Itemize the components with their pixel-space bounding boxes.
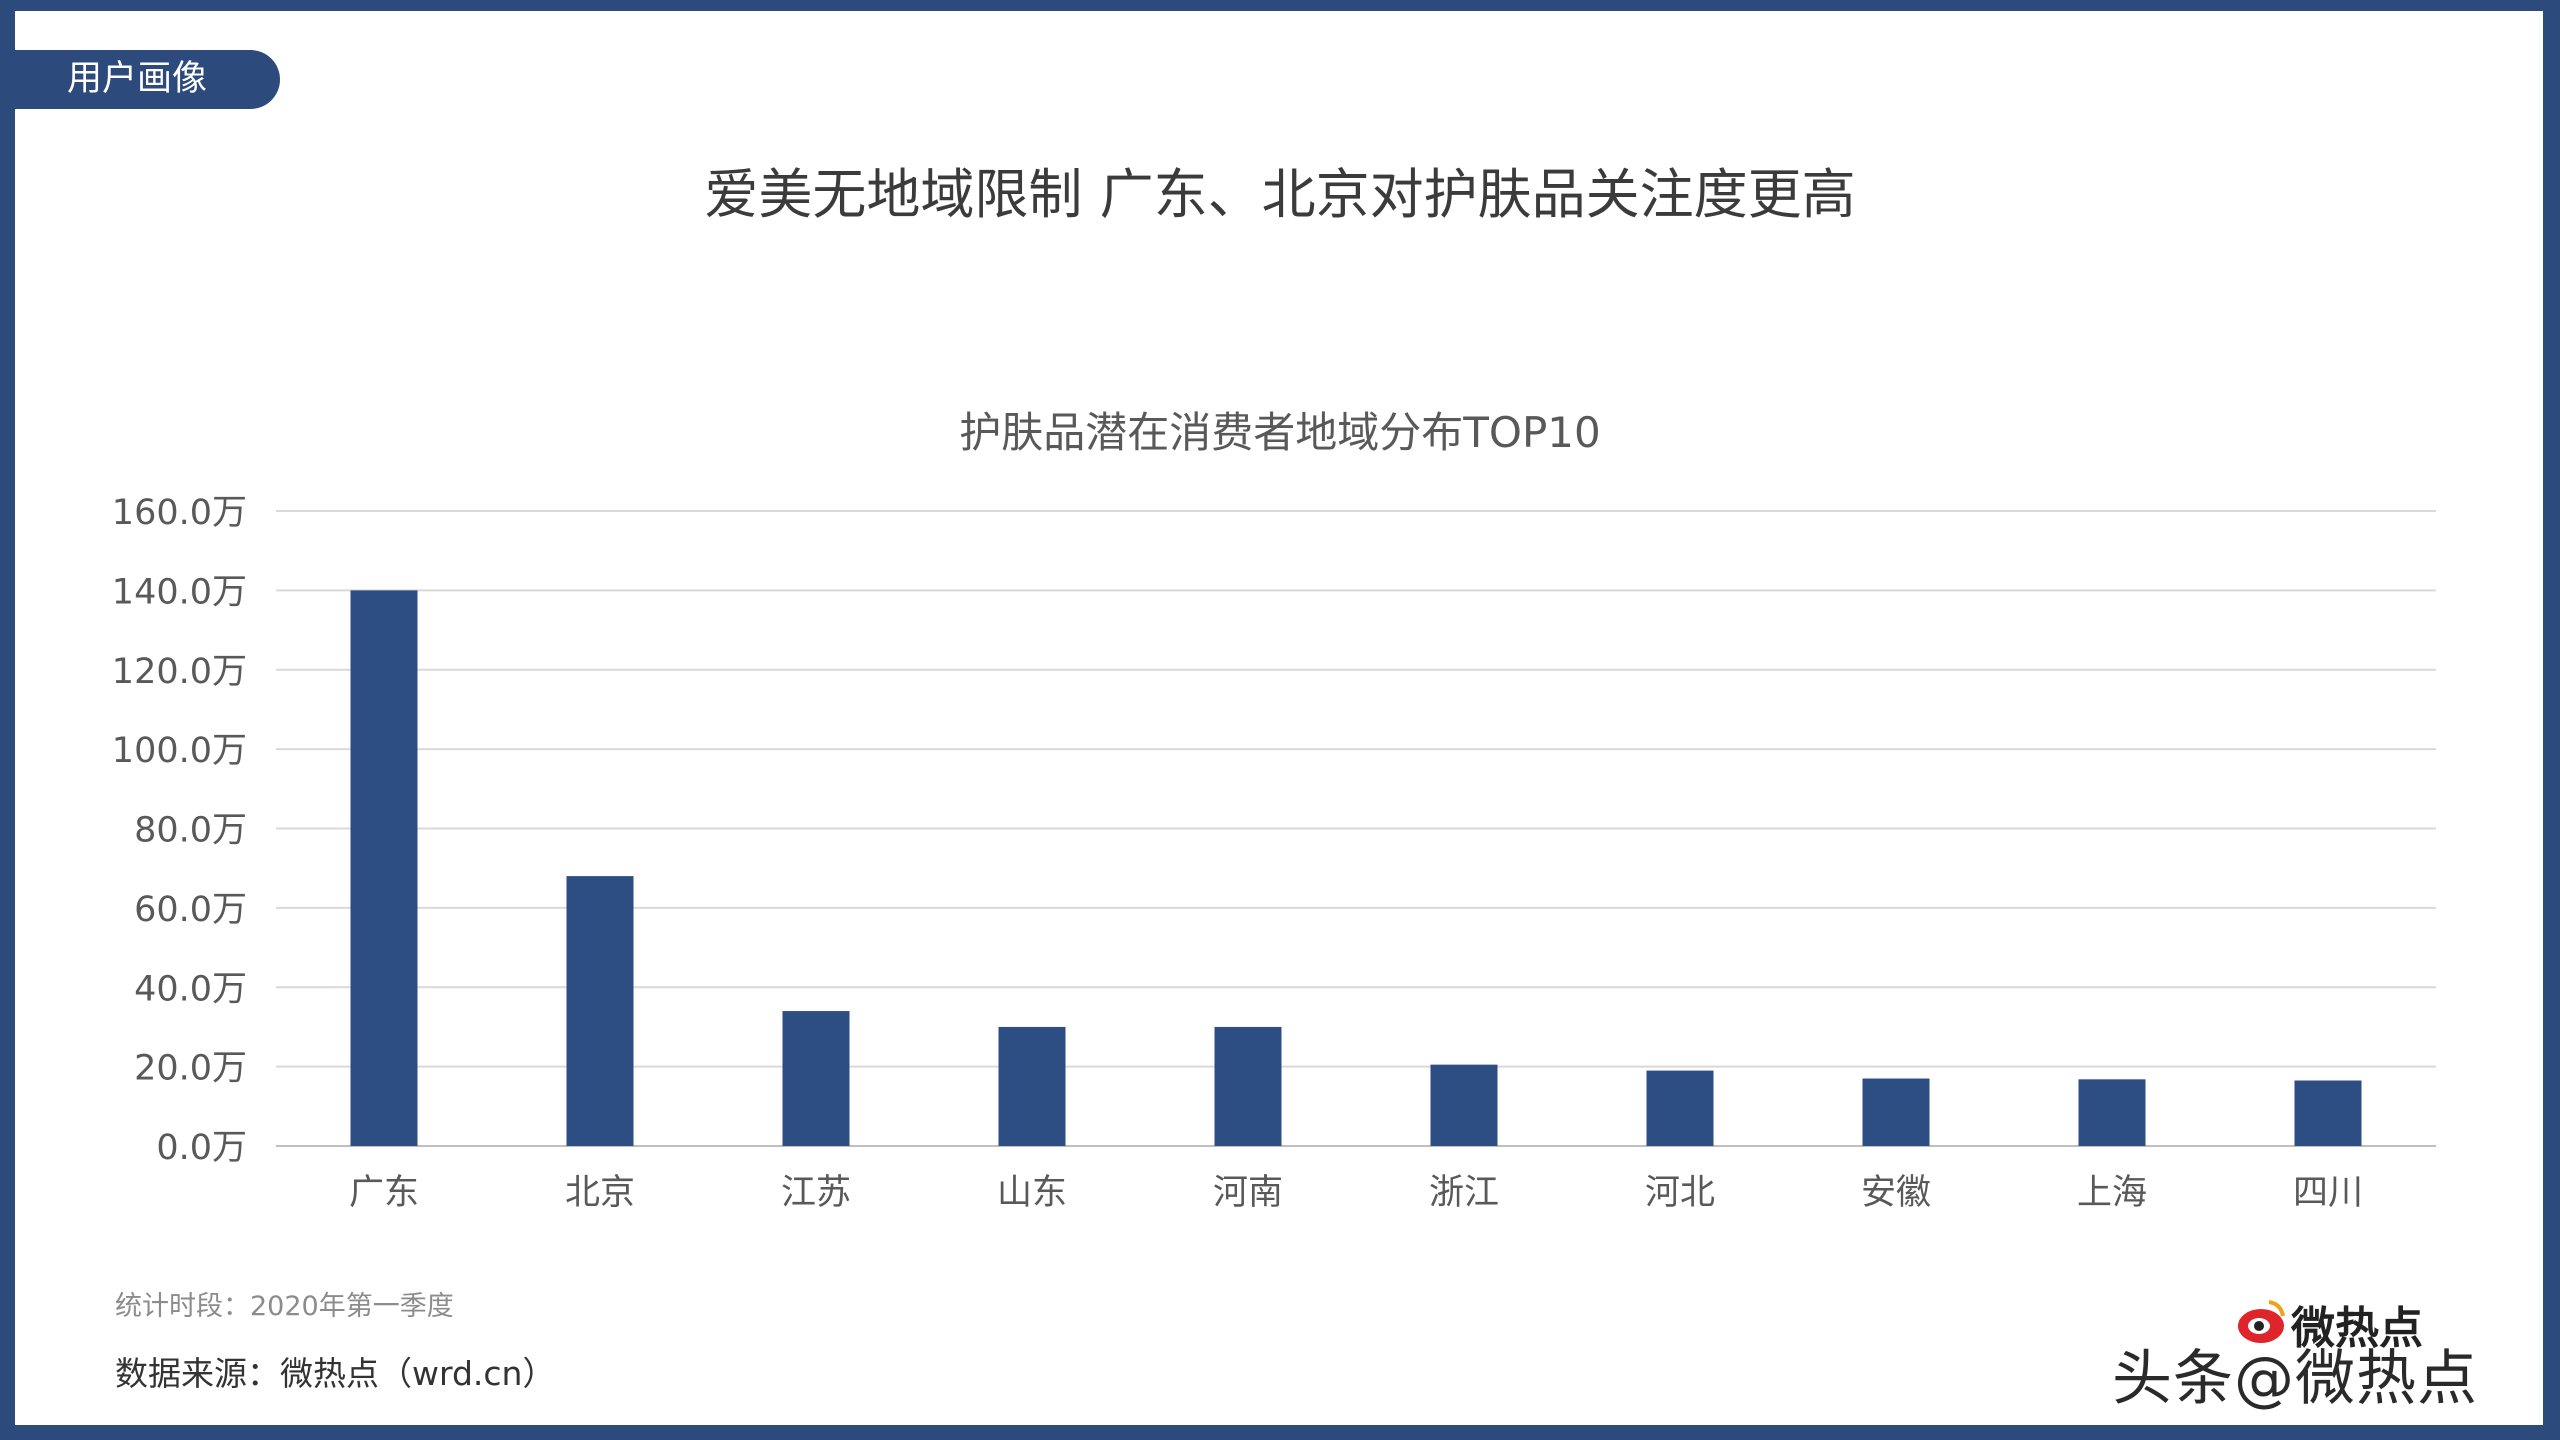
x-tick-label: 北京	[565, 1173, 635, 1213]
weibo-eye-icon	[2238, 1300, 2285, 1343]
bar-山东	[998, 1026, 1066, 1146]
bar-河北	[1646, 1070, 1714, 1146]
x-tick-label: 河北	[1645, 1173, 1715, 1213]
section-tag: 用户画像	[15, 50, 280, 109]
x-axis-ticks: 广东 北京 江苏 山东 河南 浙江 河北 安徽 上海 四川	[349, 1173, 2363, 1213]
chart-title: 护肤品潜在消费者地域分布TOP10	[959, 408, 1601, 457]
x-tick-label: 浙江	[1429, 1173, 1499, 1213]
data-source: 数据来源：微热点（wrd.cn）	[115, 1354, 556, 1393]
x-tick-label: 山东	[997, 1173, 1067, 1213]
x-tick-label: 四川	[2293, 1173, 2363, 1213]
bar-河南	[1214, 1026, 1282, 1146]
y-tick-label: 80.0万	[134, 811, 247, 851]
y-tick-label: 100.0万	[112, 731, 247, 771]
watermark-logo-text: 微热点	[2291, 1303, 2423, 1354]
grid-lines	[276, 510, 2436, 1147]
y-tick-label: 0.0万	[156, 1128, 247, 1168]
bar-上海	[2078, 1079, 2146, 1146]
x-tick-label: 河南	[1213, 1173, 1283, 1213]
bars	[350, 590, 2362, 1146]
y-tick-label: 120.0万	[112, 652, 247, 692]
y-tick-label: 60.0万	[134, 890, 247, 930]
bar-北京	[566, 876, 634, 1146]
bar-浙江	[1430, 1064, 1498, 1146]
x-tick-label: 江苏	[781, 1173, 851, 1213]
x-tick-label: 安徽	[1861, 1173, 1931, 1213]
bar-广东	[350, 590, 418, 1146]
bar-江苏	[782, 1011, 850, 1146]
y-tick-label: 140.0万	[112, 572, 247, 612]
y-tick-label: 160.0万	[112, 493, 247, 533]
y-tick-label: 40.0万	[134, 969, 247, 1009]
y-tick-label: 20.0万	[134, 1049, 247, 1089]
y-axis-ticks: 0.0万 20.0万 40.0万 60.0万 80.0万 100.0万 120.0万 140.…	[112, 493, 247, 1168]
watermark: 微热点 头条@微热点	[2110, 1290, 2530, 1420]
bar-安徽	[1862, 1078, 1930, 1146]
watermark-logo: 微热点	[2235, 1290, 2485, 1360]
period-note: 统计时段：2020年第一季度	[115, 1291, 454, 1322]
page-title: 爱美无地域限制 广东、北京对护肤品关注度更高	[704, 163, 1856, 226]
bar-四川	[2294, 1080, 2362, 1146]
x-tick-label: 上海	[2077, 1173, 2147, 1213]
watermark-text: 头条@微热点	[2112, 1344, 2478, 1414]
x-tick-label: 广东	[349, 1173, 419, 1213]
